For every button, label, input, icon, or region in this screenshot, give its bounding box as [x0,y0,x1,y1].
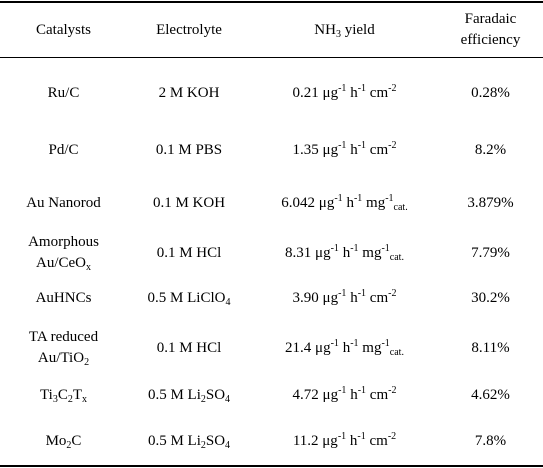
electrolyte-cell: 0.1 M KOH [152,194,226,211]
nh3-yield-cell: 0.21 μg-1 h-1 cm-2 [292,82,397,101]
header-rule [0,57,543,58]
header-electrolyte: Electrolyte [156,21,222,38]
header-catalysts: Catalysts [36,21,91,38]
electrolyte-cell: 0.5 M Li2SO4 [147,432,231,451]
catalyst-cell: Amorphous Au/CeOx [28,234,99,273]
nh3-yield-cell: 11.2 μg-1 h-1 cm-2 [292,430,397,449]
electrolyte-cell: 0.5 M LiClO4 [147,289,231,308]
faradaic-efficiency-cell: 30.2% [471,289,510,306]
faradaic-efficiency-cell: 8.2% [474,141,507,158]
faradaic-efficiency-cell: 0.28% [471,84,510,101]
faradaic-efficiency-cell: 4.62% [471,386,510,403]
header-nh3-yield: NH3 yield [314,21,375,40]
catalyst-cell: AuHNCs [35,289,92,306]
nh3-yield-cell: 3.90 μg-1 h-1 cm-2 [292,287,397,306]
catalyst-cell: Au Nanorod [26,194,101,211]
top-rule [0,1,543,3]
nh3-yield-cell: 1.35 μg-1 h-1 cm-2 [292,139,397,158]
nh3-yield-cell: 6.042 μg-1 h-1 mg-1cat. [281,192,408,213]
nh3-yield-cell: 4.72 μg-1 h-1 cm-2 [292,384,397,403]
nh3-yield-cell: 21.4 μg-1 h-1 mg-1cat. [285,337,404,358]
electrolyte-cell: 0.5 M Li2SO4 [147,386,231,405]
electrolyte-cell: 0.1 M PBS [155,141,223,158]
electrolyte-cell: 0.1 M HCl [156,244,222,261]
nh3-yield-cell: 8.31 μg-1 h-1 mg-1cat. [285,242,404,263]
bottom-rule [0,465,543,467]
catalyst-cell: Ti3C2Tx [40,386,87,405]
electrolyte-cell: 2 M KOH [158,84,220,101]
faradaic-efficiency-cell: 8.11% [471,339,510,356]
electrolyte-cell: 0.1 M HCl [156,339,222,356]
catalyst-cell: Ru/C [47,84,80,101]
header-faradaic-efficiency: Faradaic efficiency [460,11,521,48]
faradaic-efficiency-cell: 7.8% [474,432,507,449]
faradaic-efficiency-cell: 7.79% [471,244,510,261]
catalyst-cell: Pd/C [48,141,79,158]
catalyst-cell: TA reduced Au/TiO2 [28,329,99,368]
faradaic-efficiency-cell: 3.879% [467,194,514,211]
catalyst-cell: Mo2C [45,432,82,451]
